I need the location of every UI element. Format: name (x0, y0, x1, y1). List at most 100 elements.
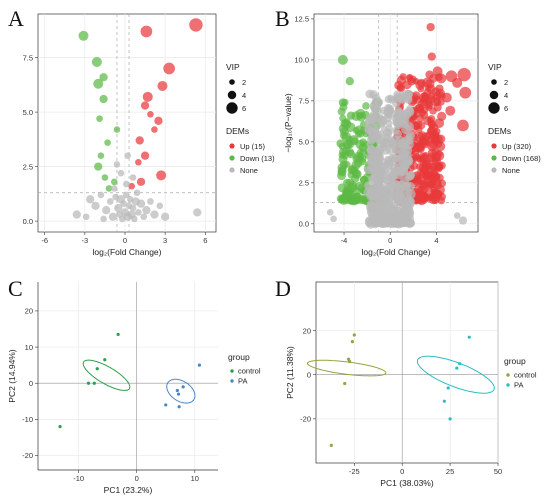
data-point-down-b (336, 139, 345, 148)
data-point-up-b (419, 158, 428, 166)
legend-color-label-b: None (502, 166, 520, 175)
data-point-none-b (394, 111, 403, 120)
data-point-none-a (100, 215, 107, 223)
x-tick-label-c: -10 (73, 474, 84, 483)
y-tick-label-b: 0.0 (299, 220, 309, 229)
data-point-none-b (364, 216, 375, 227)
data-point-none-a (160, 212, 170, 221)
legend-color-label-b: Down (168) (502, 154, 541, 163)
x-tick-label-b: -4 (341, 236, 348, 245)
y-tick-label-d: 20 (303, 326, 311, 335)
data-point-none-a (142, 206, 151, 215)
data-point-up-b (433, 103, 442, 112)
data-point-none-b (393, 90, 402, 99)
data-point-none-a (86, 195, 95, 204)
data-point-down-a (99, 73, 108, 82)
y-tick-label-c: 0 (29, 379, 33, 388)
y-tick-label-c: 10 (25, 343, 33, 352)
data-point-down-a (93, 78, 104, 89)
data-point-down-a (97, 152, 105, 159)
data-point-none-b (375, 206, 383, 214)
legend-size-key-b (489, 90, 499, 100)
data-point-none-a (72, 210, 81, 219)
data-point-pa-c (197, 363, 202, 367)
panel-letter-d: D (275, 276, 291, 301)
data-point-none-b (387, 96, 396, 104)
data-point-none-a (102, 206, 111, 215)
data-point-pa-d (458, 362, 462, 366)
y-tick-label-d: -20 (300, 415, 311, 424)
data-point-up-a (154, 116, 163, 125)
data-point-up-a (136, 177, 146, 187)
data-point-up-b (432, 66, 443, 77)
data-point-down-a (96, 115, 103, 122)
data-point-up-b (452, 77, 463, 88)
x-tick-label-c: 0 (135, 474, 139, 483)
data-point-none-b (369, 192, 378, 201)
data-point-down-a (105, 185, 113, 192)
data-point-down-b (352, 187, 362, 196)
data-point-none-a (150, 210, 159, 219)
data-point-up-a (140, 151, 150, 160)
data-point-up-b (459, 86, 472, 99)
data-point-up-a (163, 62, 176, 75)
data-point-up-a (128, 182, 135, 190)
data-point-none-b (326, 209, 334, 216)
data-point-none-b (403, 93, 413, 103)
data-point-none-a (120, 200, 127, 207)
data-point-up-b (431, 148, 440, 156)
y-axis-title-d: PC2 (11.38%) (285, 346, 295, 399)
data-point-none-b (372, 215, 382, 225)
data-point-up-b (418, 131, 427, 141)
confidence-ellipse-pa-d (416, 355, 495, 394)
data-point-up-b (414, 103, 425, 114)
data-point-down-b (353, 196, 361, 205)
data-point-down-a (94, 162, 103, 171)
data-point-none-a (129, 204, 137, 212)
data-point-none-b (392, 218, 402, 228)
data-point-pa-c (175, 388, 179, 393)
data-point-up-b (441, 92, 452, 103)
data-point-up-b (432, 190, 442, 200)
data-point-none-a (108, 212, 118, 221)
data-point-pa-d (442, 399, 446, 403)
data-point-down-b (345, 77, 354, 86)
data-point-control-c (103, 358, 107, 362)
data-point-up-b (427, 119, 437, 129)
data-point-down-b (336, 194, 346, 203)
data-point-up-b (399, 73, 407, 81)
y-tick-label-b: 7.5 (299, 97, 309, 106)
legend-key-c (230, 369, 234, 373)
legend-label-c: control (238, 367, 261, 376)
legend-key-c (230, 379, 234, 383)
data-point-none-b (369, 174, 378, 183)
data-point-up-b (426, 22, 435, 32)
data-point-none-b (376, 164, 385, 174)
confidence-ellipse-control-c (82, 359, 131, 391)
data-point-none-a (123, 180, 130, 188)
data-point-none-b (453, 212, 461, 219)
data-point-none-a (193, 208, 202, 217)
data-point-none-a (124, 152, 131, 159)
data-point-control-c (58, 425, 62, 429)
data-point-up-b (423, 170, 433, 179)
pca-plot-d: -25 0 25 50 -20 0 20 PC1 (38.03%) PC2 (11.38%) gr… (285, 281, 537, 488)
data-point-down-b (346, 111, 356, 120)
plot-area-c (38, 282, 218, 470)
data-point-down-a (113, 126, 121, 133)
data-point-none-a (117, 169, 125, 177)
y-tick-label-c: -10 (22, 415, 33, 424)
data-point-none-a (91, 201, 100, 210)
data-point-none-b (367, 144, 375, 152)
data-point-down-a (101, 174, 109, 181)
data-point-up-b (457, 67, 471, 82)
legend-key-d (506, 373, 510, 377)
legend-size-key-b (488, 102, 500, 114)
data-point-control-d (350, 339, 354, 344)
legend-size-label-b: 4 (504, 91, 508, 100)
x-tick-label-a: 3 (163, 236, 167, 245)
y-axis-title-b: −log₁₀(P−value) (283, 93, 293, 152)
data-point-none-b (373, 146, 381, 153)
x-axis-title-a: log₂(Fold Change) (93, 247, 162, 257)
